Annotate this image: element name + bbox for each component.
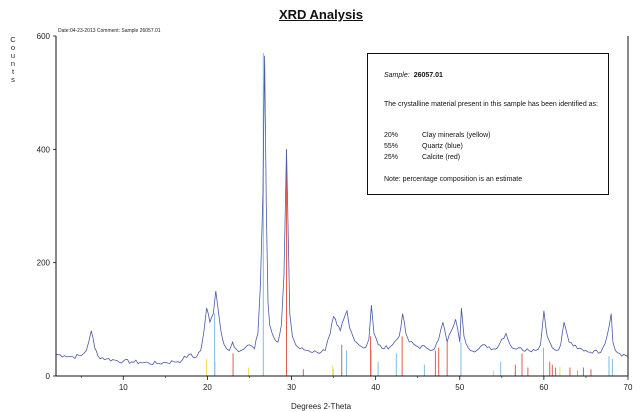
x-tick-label: 40 — [371, 383, 380, 392]
y-tick-label: 600 — [37, 32, 51, 41]
x-tick-label: 50 — [455, 383, 464, 392]
plot-frame — [55, 36, 629, 377]
x-tick-label: 60 — [539, 383, 548, 392]
sample-meta: Date:04-23-2013 Comment: Sample 26057.01 — [58, 28, 161, 34]
component-name: Clay minerals (yellow) — [422, 132, 491, 139]
component-name: Calcite (red) — [422, 154, 461, 161]
x-tick-label: 30 — [287, 383, 296, 392]
sample-line: Sample: 26057.01 — [384, 72, 443, 79]
sample-id: 26057.01 — [413, 72, 443, 79]
component-pct: 25% — [384, 154, 399, 161]
y-tick-label: 200 — [37, 259, 51, 268]
legend-intro: The crystalline material present in this… — [384, 101, 598, 108]
x-tick-label: 10 — [119, 383, 128, 392]
y-tick-label: 400 — [37, 145, 51, 154]
x-axis-label: Degrees 2-Theta — [290, 402, 352, 411]
y-axis-label: C o u n t s — [10, 35, 16, 84]
y-tick-label: 0 — [46, 372, 51, 381]
axis-ticks: 10 20 30 40 50 60 70 0 200 400 600 — [37, 32, 633, 392]
sample-label: Sample: — [384, 72, 410, 79]
composition-legend: Sample: 26057.01 The crystalline material… — [367, 53, 609, 195]
reference-lines — [206, 53, 613, 376]
component-pct: 55% — [384, 143, 399, 150]
x-tick-label: 20 — [203, 383, 212, 392]
legend-note: Note: percentage composition is an estim… — [384, 176, 523, 183]
component-pct: 20% — [384, 132, 399, 139]
chart-title: XRD Analysis — [278, 7, 364, 22]
component-name: Quartz (blue) — [422, 143, 463, 150]
xrd-pattern-line — [55, 55, 629, 366]
x-tick-label: 70 — [624, 383, 633, 392]
